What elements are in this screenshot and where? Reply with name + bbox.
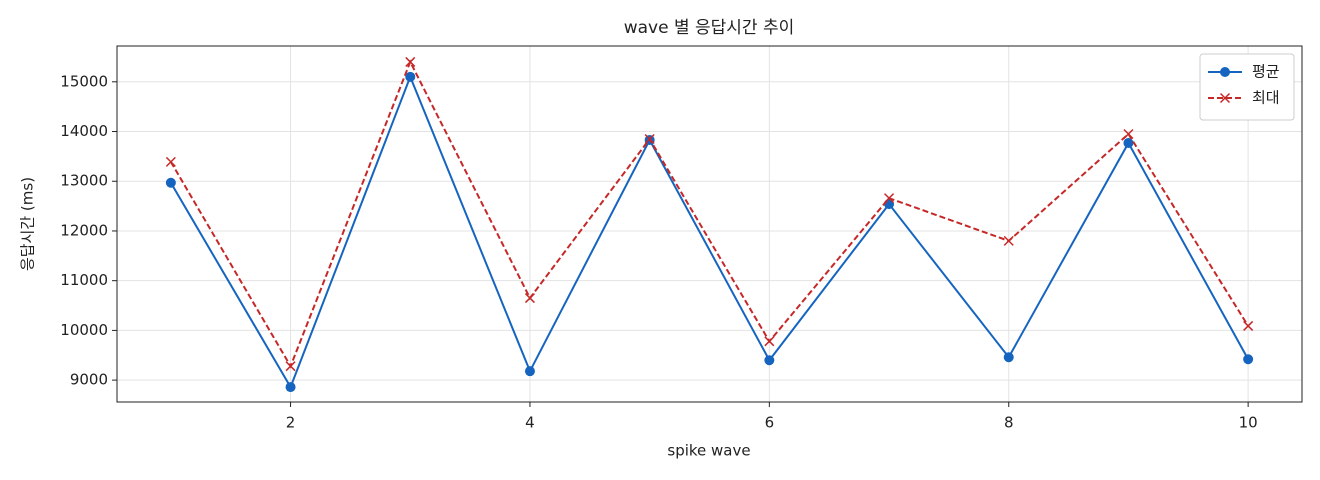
marker (165, 177, 176, 188)
chart-title: wave 별 응답시간 추이 (624, 18, 795, 38)
y-axis-label: 응답시간 (ms) (19, 177, 37, 271)
y-tick-label: 9000 (70, 371, 108, 389)
marker (165, 156, 176, 167)
marker (285, 382, 296, 393)
marker (524, 366, 535, 377)
x-tick-label: 4 (525, 414, 535, 432)
legend-marker (1219, 92, 1231, 104)
marker (405, 56, 416, 67)
marker (1243, 320, 1254, 331)
marker (524, 293, 535, 304)
marker (1003, 352, 1014, 363)
legend-marker (1220, 67, 1230, 77)
series-line (170, 59, 1249, 369)
legend-label: 최대 (1252, 89, 1280, 107)
series-line (170, 74, 1250, 390)
plot-frame (116, 45, 1303, 403)
y-tick-label: 13000 (60, 172, 108, 190)
x-tick-label: 10 (1239, 414, 1258, 432)
marker (405, 71, 416, 82)
x-tick-label: 8 (1004, 414, 1014, 432)
marker (1123, 128, 1134, 140)
marker (285, 361, 296, 372)
y-tick-label: 10000 (60, 321, 108, 339)
y-tick-label: 14000 (60, 122, 108, 140)
y-tick-label: 15000 (60, 72, 108, 90)
marker (1003, 235, 1014, 246)
marker (1243, 354, 1254, 365)
marker (644, 133, 655, 145)
y-tick-label: 12000 (60, 221, 108, 239)
x-axis-label: spike wave (667, 442, 750, 460)
y-tick-label: 11000 (60, 271, 108, 289)
marker (1123, 137, 1134, 148)
legend-box (1199, 53, 1295, 121)
x-tick-label: 6 (765, 414, 775, 432)
marker (764, 336, 775, 347)
x-tick-label: 2 (286, 414, 296, 432)
marker (764, 355, 775, 366)
marker (884, 193, 895, 204)
legend-label: 평균 (1252, 63, 1280, 81)
